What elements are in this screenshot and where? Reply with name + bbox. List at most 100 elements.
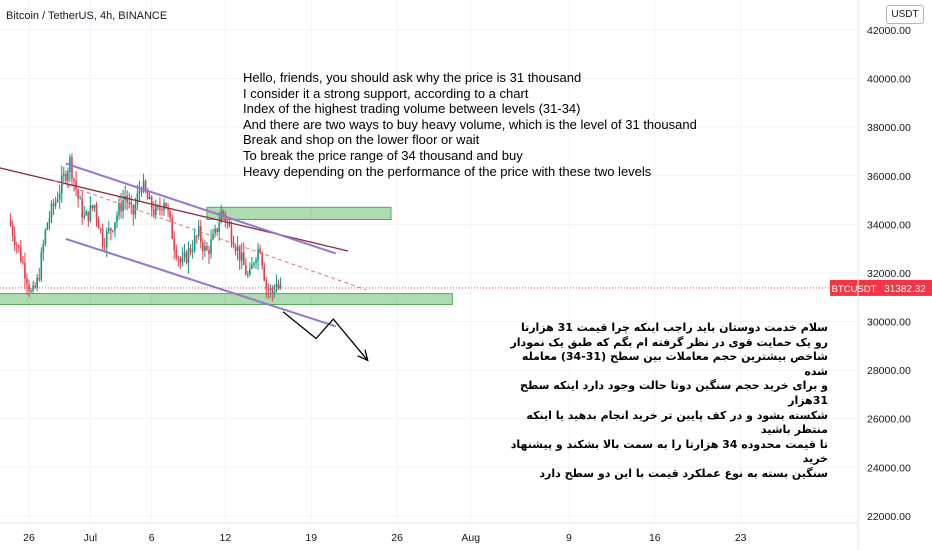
y-tick-label: 30000.00 — [867, 317, 911, 329]
time-axis[interactable]: 26 Jul 6 12 19 26 Aug 9 16 23 — [0, 522, 858, 544]
candle-down — [200, 226, 202, 243]
candle-up — [257, 248, 259, 260]
candle-down — [38, 277, 41, 280]
candle-down — [20, 247, 22, 262]
candle-down — [263, 266, 265, 281]
candle-down — [265, 280, 268, 289]
candle-up — [36, 277, 38, 288]
candle-down — [195, 236, 198, 238]
candle-up — [187, 248, 190, 263]
symbol-tag-label[interactable]: BTCUSDT — [832, 284, 877, 295]
candle-down — [177, 257, 180, 259]
price-axis[interactable]: 22000.00 24000.00 26000.00 28000.00 30000.00… — [857, 0, 911, 550]
candle-down — [71, 157, 73, 179]
y-tick-label: 28000.00 — [867, 365, 911, 377]
candle-down — [165, 202, 167, 209]
candle-down — [206, 246, 208, 250]
candle-down — [130, 202, 133, 206]
english-note-line: Break and shop on the lower floor or wai… — [243, 132, 480, 148]
support-resistance-zones — [0, 206, 453, 305]
candle-up — [273, 291, 276, 293]
candle-down — [244, 264, 247, 275]
x-tick-label: 6 — [149, 532, 155, 544]
candle-up — [114, 222, 116, 231]
candle-down — [15, 244, 18, 246]
x-tick-label: Aug — [461, 532, 480, 544]
candle-down — [277, 284, 280, 288]
candle-up — [218, 222, 221, 232]
candle-down — [267, 288, 270, 290]
channel-lower-line — [65, 237, 337, 328]
symbol-title[interactable]: Bitcoin / TetherUS, 4h, BINANCE — [6, 10, 168, 22]
candle-up — [142, 180, 145, 192]
candle-up — [67, 171, 69, 181]
candle-up — [58, 193, 61, 200]
y-tick-label: 26000.00 — [867, 414, 911, 426]
candle-down — [189, 248, 192, 252]
candle-down — [157, 206, 159, 208]
candle-down — [97, 218, 100, 229]
candle-up — [148, 197, 151, 200]
x-tick-label: 19 — [305, 532, 317, 544]
candle-down — [95, 205, 98, 219]
candle-down — [242, 252, 245, 265]
candle-up — [183, 252, 186, 258]
candle-down — [185, 252, 188, 263]
candle-down — [22, 261, 24, 263]
currency-badge[interactable]: USDT — [886, 5, 924, 24]
candle-down — [81, 198, 83, 218]
dashed-trendline — [53, 180, 367, 291]
candle-down — [11, 225, 14, 236]
candle-down — [99, 228, 102, 230]
english-note-line: Heavy depending on the performance of th… — [243, 163, 652, 179]
x-tick-label: 26 — [391, 532, 403, 544]
candle-down — [126, 195, 128, 203]
candle-up — [118, 202, 120, 216]
candle-down — [144, 180, 147, 192]
english-note-line: To break the price range of 34 thousand … — [243, 147, 523, 163]
zone-31k — [0, 293, 453, 305]
candle-up — [79, 198, 81, 200]
candle-up — [122, 200, 124, 212]
channel-upper-line — [65, 162, 337, 255]
y-tick-label: 22000.00 — [867, 511, 911, 523]
candle-up — [56, 199, 59, 202]
candle-down — [34, 285, 36, 288]
candle-up — [40, 252, 43, 280]
y-tick-label: 34000.00 — [867, 219, 911, 231]
candle-up — [193, 236, 196, 251]
symbol-tag-bg[interactable] — [830, 279, 879, 296]
candle-up — [253, 263, 255, 265]
candle-down — [159, 207, 161, 210]
candle-up — [181, 257, 184, 263]
candle-down — [87, 211, 90, 222]
candle-down — [230, 226, 233, 243]
candle-down — [216, 228, 218, 232]
candle-up — [255, 259, 257, 264]
candle-up — [279, 285, 282, 288]
candle-up — [46, 223, 49, 230]
candle-up — [93, 205, 96, 209]
x-tick-label: 26 — [23, 532, 35, 544]
current-price-line: BTCUSDT 31382.32 — [0, 279, 932, 296]
candle-down — [173, 238, 176, 251]
candle-up — [249, 269, 251, 275]
candle-down — [208, 249, 210, 254]
candle-up — [197, 226, 200, 237]
persian-annotation: سلام خدمت دوستان باید راجب اینکه چرا قیم… — [510, 321, 828, 482]
english-note-line: Index of the highest trading volume betw… — [243, 101, 581, 117]
candle-down — [169, 210, 171, 218]
english-annotation: Hello, friends, you should ask why the p… — [243, 70, 697, 179]
candle-down — [26, 278, 28, 285]
english-note-line: And there are two ways to buy heavy volu… — [243, 116, 697, 132]
price-tag-label: 31382.32 — [884, 284, 926, 295]
candle-down — [110, 228, 112, 231]
candle-up — [214, 228, 216, 234]
candle-down — [140, 190, 143, 192]
candle-down — [112, 230, 114, 232]
candle-down — [65, 173, 67, 181]
candle-down — [152, 209, 155, 215]
candle-down — [28, 284, 30, 292]
candle-up — [210, 239, 212, 254]
